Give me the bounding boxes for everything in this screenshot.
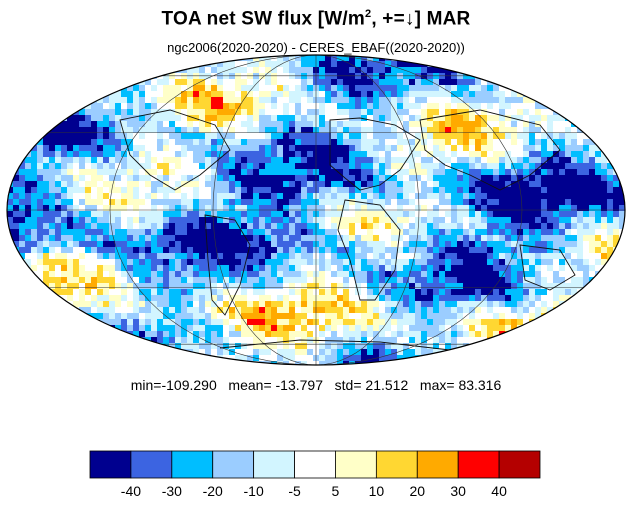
stat-std: 21.512	[365, 377, 409, 393]
colorbar-label: -5	[288, 483, 301, 499]
meridian-line	[315, 55, 420, 365]
colorbar-label: 30	[450, 483, 466, 499]
colorbar-box	[457, 450, 500, 479]
coastline	[519, 244, 576, 291]
colorbar-label: -30	[162, 483, 182, 499]
coastline	[419, 109, 561, 191]
colorbar-boxes	[89, 450, 541, 479]
colorbar-box	[130, 450, 173, 479]
map-boundary	[6, 54, 626, 366]
colorbar-box	[335, 450, 377, 479]
colorbar-labels: -40 -30 -20 -10 -5 5 10 20 30 40	[121, 483, 507, 499]
coastline	[204, 214, 251, 316]
colorbar-box	[212, 450, 255, 479]
coastline	[219, 339, 451, 351]
colorbar-label: 10	[369, 483, 385, 499]
colorbar-box	[171, 450, 214, 479]
graticule	[7, 55, 625, 365]
colorbar-box	[253, 450, 295, 479]
colorbar-label: -20	[203, 483, 223, 499]
colorbar-box	[416, 450, 459, 479]
map-title: TOA net SW flux [W/m2, +=↓] MAR	[161, 8, 471, 30]
meridian-line	[212, 55, 317, 365]
colorbar-label: -40	[121, 483, 141, 499]
coastlines	[119, 109, 576, 351]
colorbar-label: 5	[332, 483, 340, 499]
stat-min: -109.290	[161, 377, 217, 393]
colorbar-box	[89, 450, 132, 479]
colorbar-label: -10	[244, 483, 264, 499]
map-subtitle: ngc2006(2020-2020) - CERES_EBAF((2020-20…	[167, 40, 465, 55]
colorbar-label: 40	[491, 483, 507, 499]
coastline	[329, 117, 421, 191]
stat-mean: -13.797	[275, 377, 323, 393]
statistics-line: min=-109.290 mean= -13.797 std= 21.512 m…	[130, 377, 502, 393]
meridian-line	[315, 55, 523, 365]
colorbar-label: 20	[409, 483, 425, 499]
colorbar-box	[498, 450, 541, 479]
mollweide-difference-map	[6, 54, 626, 366]
stat-max: 83.316	[458, 377, 502, 393]
meridian-line	[109, 55, 317, 365]
colorbar-box	[375, 450, 418, 479]
colorbar-box	[294, 450, 336, 479]
coastline	[337, 199, 401, 301]
coastline	[119, 109, 231, 191]
